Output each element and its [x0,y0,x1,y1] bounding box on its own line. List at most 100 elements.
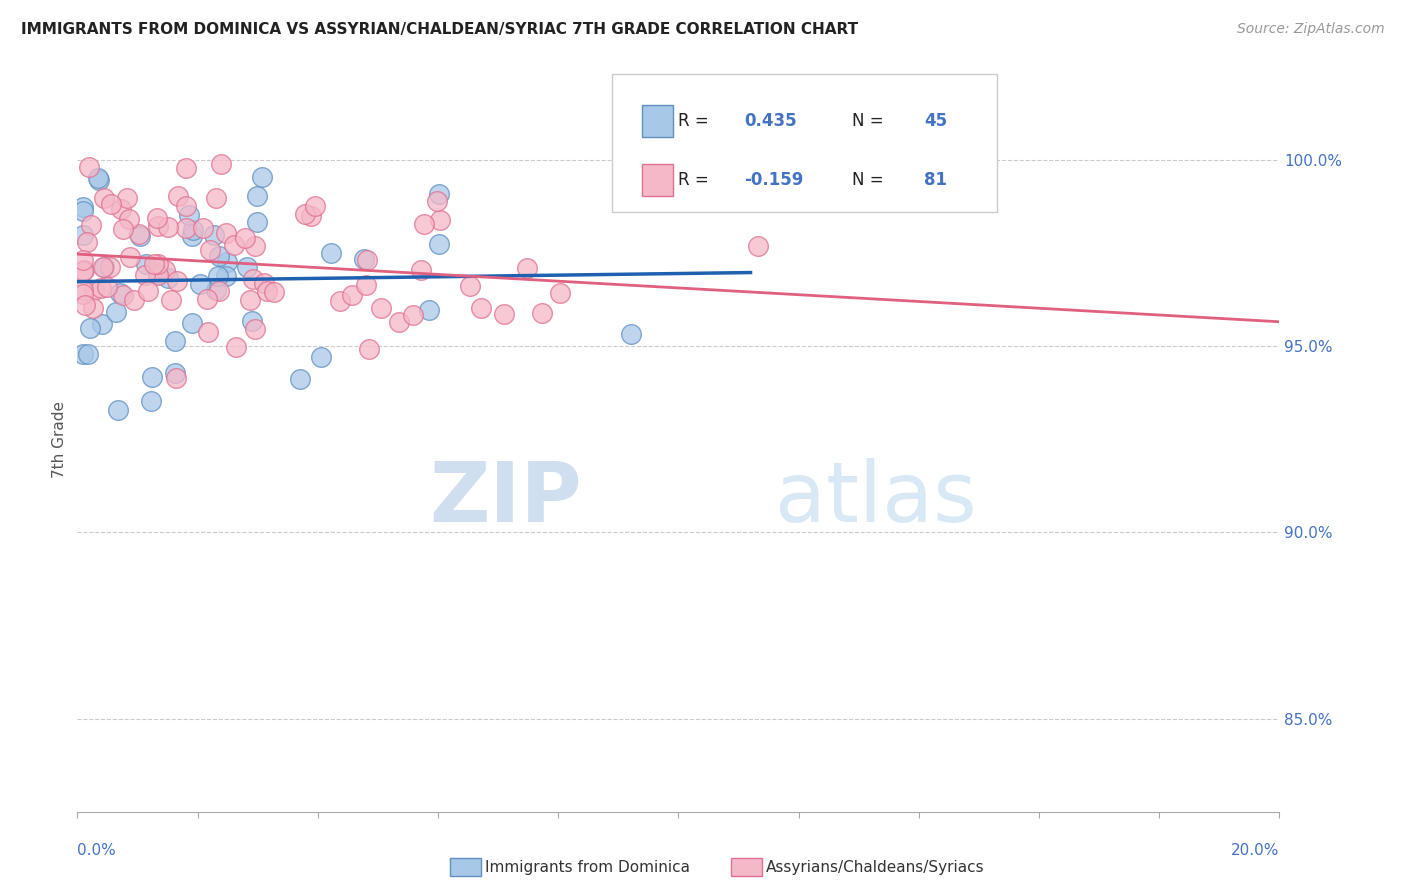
Point [72,228,94,243]
Point [160,293,183,308]
Point [89,173,111,187]
Point [174,161,197,175]
Point [243,322,266,336]
Point [263,285,285,300]
Text: 0.435: 0.435 [744,112,796,130]
FancyBboxPatch shape [612,74,997,212]
Point [197,325,219,339]
Point [118,250,141,264]
Point [108,285,131,300]
Point [409,262,432,277]
Point [72,204,94,219]
Point [197,292,219,306]
Text: 0.0%: 0.0% [77,843,117,858]
Point [253,276,276,290]
Point [166,274,188,288]
Point [205,283,228,297]
Point [93,260,115,274]
Point [83,284,105,298]
Point [177,208,200,222]
Point [208,285,231,299]
Point [112,222,135,236]
Point [359,342,381,356]
Point [91,260,114,275]
Point [458,279,481,293]
FancyBboxPatch shape [643,164,672,195]
Point [181,228,204,243]
Point [128,227,150,242]
Point [516,260,538,275]
Point [104,305,127,319]
Point [75,298,97,312]
Point [412,217,434,231]
Text: N =: N = [852,171,889,189]
Point [100,197,122,211]
Point [77,346,100,360]
Y-axis label: 7th Grade: 7th Grade [52,401,67,478]
Point [353,252,375,266]
Point [129,229,152,244]
Text: -0.159: -0.159 [744,171,803,189]
Point [135,257,157,271]
Point [388,315,411,329]
Point [208,249,231,263]
Point [157,271,180,285]
Point [139,394,162,409]
Point [215,269,238,284]
Point [233,230,256,244]
Point [72,200,94,214]
Point [96,280,118,294]
Point [72,252,94,267]
Point [246,215,269,229]
Point [72,264,94,278]
Text: R =: R = [678,112,714,130]
Point [402,308,425,322]
Point [620,326,643,341]
Point [80,218,103,232]
Point [354,278,377,293]
Point [198,244,221,258]
Point [193,221,215,235]
Point [427,237,450,252]
Point [165,371,187,385]
Point [747,239,769,253]
Text: 45: 45 [924,112,948,130]
Point [235,260,257,275]
Point [548,286,571,301]
Point [242,272,264,286]
Point [91,318,114,332]
Point [72,347,94,361]
Text: atlas: atlas [775,458,976,540]
Point [72,287,94,301]
Point [107,403,129,417]
Text: IMMIGRANTS FROM DOMINICA VS ASSYRIAN/CHALDEAN/SYRIAC 7TH GRADE CORRELATION CHART: IMMIGRANTS FROM DOMINICA VS ASSYRIAN/CHA… [21,22,858,37]
Point [165,334,187,348]
Point [73,263,96,277]
Point [470,301,492,315]
Point [215,255,238,269]
Point [165,366,187,380]
Point [240,314,263,328]
Point [209,156,232,170]
Point [180,316,202,330]
Point [309,351,332,365]
Point [134,268,156,282]
Point [79,321,101,335]
Point [239,293,262,307]
Point [86,171,108,186]
Point [141,369,163,384]
Point [136,284,159,298]
Point [77,161,100,175]
Point [122,293,145,307]
Point [157,219,180,234]
Point [93,191,115,205]
Point [205,191,228,205]
Point [207,269,229,284]
Point [329,294,352,309]
Point [288,372,311,386]
Point [146,211,169,225]
Point [181,223,204,237]
Point [250,169,273,184]
FancyBboxPatch shape [643,105,672,136]
Point [225,340,247,354]
